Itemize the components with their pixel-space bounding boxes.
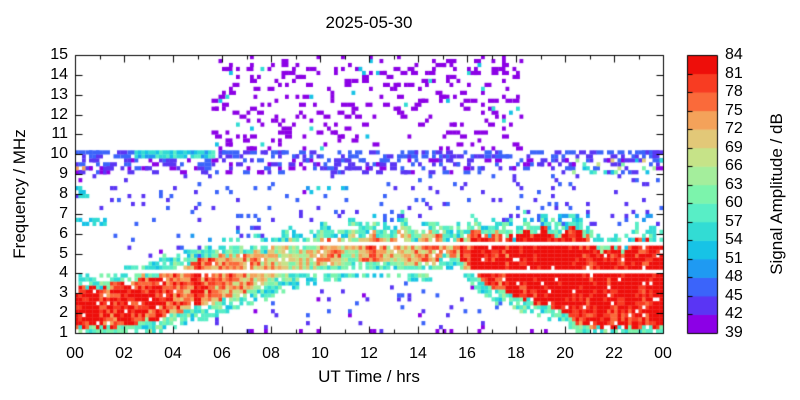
colorbar-tick-label: 63 [725, 175, 743, 193]
x-tick-label: 12 [360, 345, 378, 362]
x-tick-label: 08 [262, 345, 280, 362]
colorbar-tick-label: 57 [725, 212, 743, 230]
x-axis-label: UT Time / hrs [318, 367, 420, 386]
colorbar-tick-label: 81 [725, 64, 743, 82]
x-tick-label: 04 [164, 345, 182, 362]
x-tick-label: 16 [458, 345, 476, 362]
y-tick-label: 10 [50, 145, 68, 163]
colorbar-tick-label: 39 [725, 324, 743, 341]
colorbar-label: Signal Amplitude / dB [767, 113, 786, 275]
y-tick-label: 5 [59, 244, 68, 262]
page-title: 2025-05-30 [325, 13, 413, 32]
colorbar-tick-label: 54 [725, 231, 743, 249]
colorbar-tick-label: 66 [725, 157, 743, 175]
x-tick-label: 22 [605, 345, 623, 362]
x-tick-label: 02 [115, 345, 133, 362]
y-tick-label: 14 [50, 65, 68, 83]
colorbar-tick-label: 69 [725, 138, 743, 156]
y-tick-label: 15 [50, 46, 68, 63]
y-tick-label: 13 [50, 85, 68, 103]
x-tick-label: 00 [66, 345, 84, 362]
x-tick-label: 00 [654, 345, 672, 362]
y-axis-label: Frequency / MHz [10, 129, 29, 259]
colorbar-tick-label: 78 [725, 83, 743, 101]
colorbar-tick-label: 84 [725, 46, 743, 63]
x-tick-label: 06 [213, 345, 231, 362]
y-tick-label: 1 [59, 324, 68, 341]
colorbar-tick-label: 51 [725, 249, 743, 267]
colorbar-tick-label: 48 [725, 268, 743, 286]
colorbar-tick-label: 75 [725, 101, 743, 119]
colorbar-tick-label: 72 [725, 120, 743, 138]
colorbar-tick-label: 45 [725, 286, 743, 304]
y-tick-label: 4 [59, 264, 68, 282]
x-tick-label: 20 [556, 345, 574, 362]
colorbar-tick-label: 60 [725, 194, 743, 212]
y-tick-label: 6 [59, 224, 68, 242]
y-tick-label: 11 [51, 125, 68, 143]
y-tick-label: 12 [50, 105, 68, 123]
x-tick-label: 18 [507, 345, 525, 362]
y-tick-label: 9 [59, 165, 68, 183]
y-tick-label: 7 [59, 204, 68, 222]
y-tick-label: 2 [59, 304, 68, 322]
y-tick-label: 8 [59, 185, 68, 202]
y-tick-label: 3 [59, 284, 68, 302]
x-tick-label: 14 [409, 345, 427, 362]
x-tick-label: 10 [311, 345, 329, 362]
colorbar-tick-label: 42 [725, 305, 743, 323]
